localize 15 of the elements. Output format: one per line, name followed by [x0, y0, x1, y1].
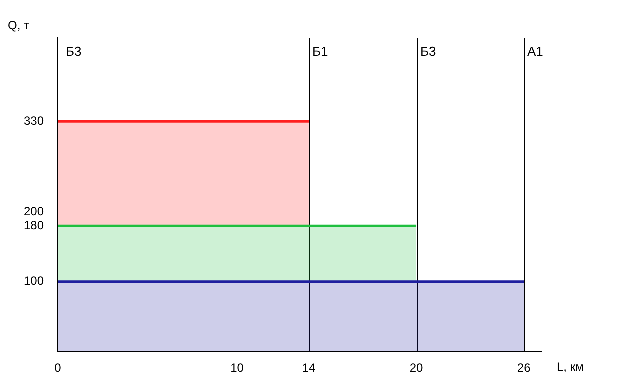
y-axis-title: Q, т	[8, 18, 30, 32]
x-tick-label: 14	[302, 361, 316, 376]
y-tick-label: 100	[24, 274, 44, 288]
y-tick-label: 330	[24, 114, 44, 128]
x-tick-label: 20	[410, 361, 424, 376]
x-tick-label: 0	[54, 361, 62, 376]
x-tick-label: 26	[517, 361, 532, 376]
x-tick-label: 10	[230, 361, 244, 376]
ref-line-label: Б1	[312, 44, 328, 60]
annotation: Б3	[66, 44, 82, 60]
ref-line-label: А1	[528, 44, 544, 60]
x-axis-title: L, км	[557, 360, 584, 374]
ref-line-label: Б3	[420, 44, 436, 60]
y-tick-label: 200	[24, 204, 44, 219]
y-tick-label: 180	[24, 218, 44, 232]
